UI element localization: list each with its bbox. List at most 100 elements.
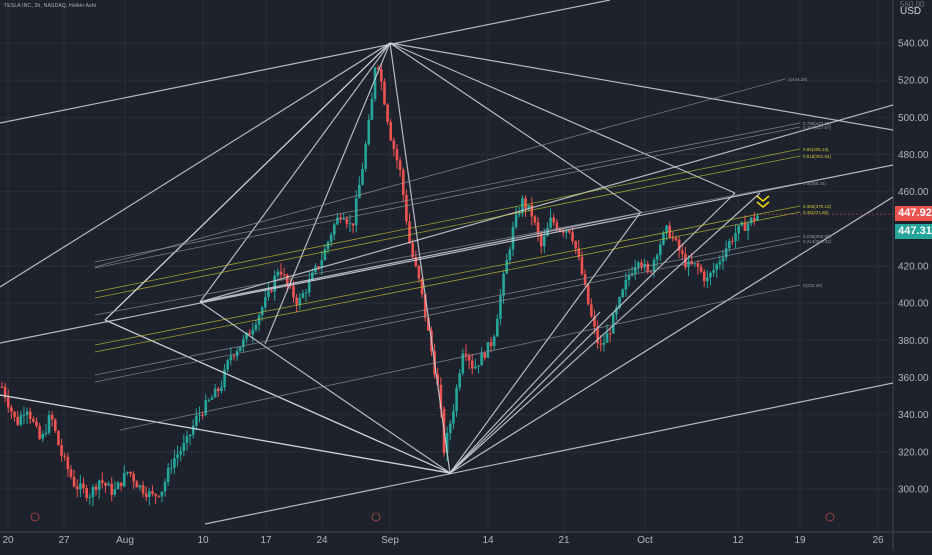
- candle-body: [568, 230, 571, 233]
- candle-body: [414, 257, 418, 266]
- candle-body: [345, 218, 349, 224]
- candle-body: [583, 274, 587, 285]
- candle-body: [342, 218, 345, 220]
- candle-body: [13, 411, 16, 418]
- fib-level-label: 0.382(375.13): [803, 204, 832, 209]
- candle-body: [279, 271, 283, 275]
- candle-body: [718, 261, 722, 265]
- candle-body: [307, 279, 311, 293]
- y-tick-label: 420.00: [898, 262, 929, 273]
- candle-body: [517, 213, 521, 215]
- y-tick-label: 320.00: [898, 447, 929, 458]
- candle-body: [210, 397, 214, 400]
- event-marker-icon: [371, 512, 381, 522]
- fib-level-label: 0.35(371.55): [803, 210, 829, 215]
- x-tick-label: 20: [2, 535, 14, 546]
- trend-line: [204, 382, 894, 525]
- candle-body: [144, 493, 148, 497]
- currency-label[interactable]: USD: [900, 6, 922, 17]
- candle-body: [242, 339, 245, 348]
- candle-body: [643, 263, 646, 267]
- candle-body: [474, 366, 477, 369]
- candle-body: [749, 217, 753, 224]
- candle-body: [57, 430, 60, 446]
- candle-body: [605, 333, 609, 343]
- candle-body: [317, 266, 320, 268]
- candle-body: [25, 411, 29, 415]
- candle-body: [624, 279, 628, 290]
- trend-line: [0, 394, 451, 474]
- fib-level-line: [94, 126, 801, 269]
- candle-body: [633, 267, 637, 274]
- candle-body: [60, 445, 63, 456]
- candle-body: [185, 436, 189, 443]
- candle-body: [392, 140, 396, 149]
- candle-body: [226, 360, 230, 370]
- candle-body: [458, 373, 461, 388]
- candle-body: [593, 316, 596, 327]
- candle-body: [599, 343, 603, 345]
- candle-body: [734, 233, 737, 242]
- candle-body: [47, 414, 51, 433]
- candle-body: [223, 369, 226, 388]
- candle-body: [166, 467, 170, 483]
- candle-body: [53, 419, 57, 431]
- candle-body: [41, 434, 45, 439]
- candle-body: [709, 272, 712, 278]
- candle-body: [401, 169, 405, 196]
- candle-body: [445, 433, 449, 454]
- last-price-label-green: 447.31: [895, 224, 932, 239]
- trend-line: [449, 192, 736, 474]
- fib-level-line: [94, 148, 801, 293]
- candle-body: [637, 262, 640, 268]
- x-tick-label: 24: [316, 535, 328, 546]
- candle-body: [179, 451, 182, 455]
- candle-body: [191, 425, 195, 435]
- candle-body: [248, 332, 251, 335]
- trend-line: [199, 104, 894, 303]
- candle-body: [141, 485, 145, 494]
- candle-body: [549, 217, 552, 228]
- candle-body: [329, 234, 333, 242]
- fib-level-line: [94, 235, 801, 376]
- y-tick-label: 520.00: [898, 76, 929, 87]
- candle-body: [746, 223, 750, 231]
- candle-body: [405, 195, 408, 222]
- candle-body: [590, 304, 593, 317]
- candle-body: [480, 352, 483, 366]
- candle-body: [229, 355, 233, 361]
- candle-body: [618, 297, 621, 308]
- fib-level-label: 0.214(356.33): [803, 239, 832, 244]
- trend-line: [199, 212, 641, 303]
- y-tick-label: 540.00: [898, 39, 929, 50]
- candle-body: [727, 241, 731, 249]
- candle-body: [489, 342, 493, 347]
- last-price-label-red: 447.92: [895, 206, 932, 221]
- candle-body: [552, 217, 556, 223]
- candle-body: [389, 121, 393, 141]
- candle-body: [448, 423, 452, 434]
- candle-body: [163, 482, 167, 492]
- fib-level-line: [94, 122, 801, 263]
- candle-body: [696, 263, 700, 267]
- y-tick-label: 500.00: [898, 113, 929, 124]
- candle-body: [301, 293, 305, 298]
- candle-body: [649, 271, 653, 273]
- fib-level-label: 0.236(358.80): [803, 234, 832, 239]
- candle-body: [662, 232, 665, 245]
- candle-body: [38, 425, 41, 439]
- candle-body: [273, 275, 277, 292]
- candle-body: [351, 223, 355, 226]
- event-marker-icon: [825, 512, 835, 522]
- candle-body: [198, 414, 201, 416]
- candle-body: [107, 483, 110, 486]
- candle-body: [702, 271, 706, 282]
- candle-body: [505, 260, 509, 274]
- candle-body: [386, 104, 389, 122]
- candle-body: [213, 388, 217, 398]
- candle-body: [116, 482, 120, 490]
- candle-body: [373, 67, 377, 99]
- chevron-down-icon: [756, 195, 770, 202]
